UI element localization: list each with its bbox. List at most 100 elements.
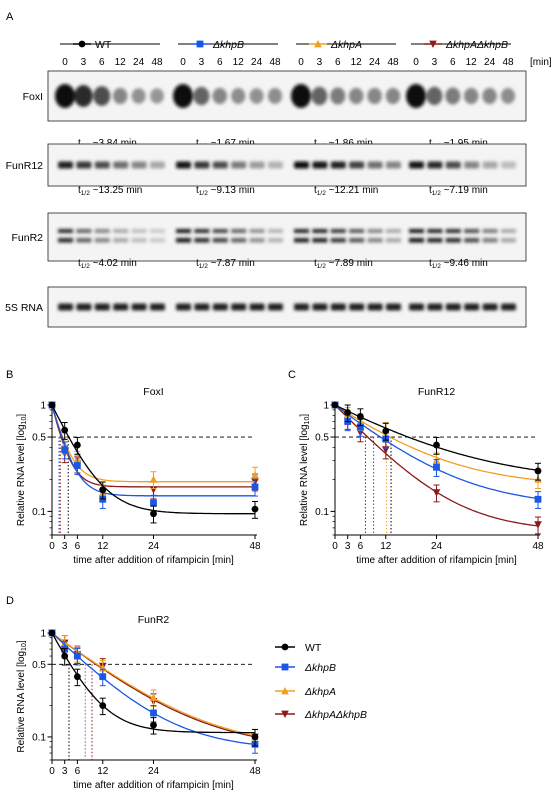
blot-band [212,303,228,311]
blot-band [94,238,110,243]
x-tick-label: 6 [358,541,364,552]
panel-label: B [6,369,13,381]
legend-marker [281,643,289,651]
blot-band [268,229,283,233]
blot-band [212,229,228,233]
timepoint-label: 6 [217,57,223,68]
blot-band [58,229,73,233]
data-point [356,423,364,431]
strain-name: ΔkhpA [330,39,362,51]
data-point [99,702,107,710]
timepoint-label: 6 [450,57,456,68]
strain-name: ΔkhpB [212,39,244,51]
blot-band [427,303,443,311]
y-tick-label: 0.1 [315,507,329,518]
blot-funr2: FunR2 t1/2 ~4.02 min t1/2 ~7.87 min t1/2 ~7… [11,212,527,270]
halflife-label: t1/2 ~13.25 min [78,185,142,197]
blot-band [194,238,210,243]
legend-item: WT [275,642,322,654]
blot-band [58,238,73,243]
blot-band [312,303,328,311]
blot-band [482,87,497,105]
blot-band [249,161,265,169]
blot-band [231,303,247,311]
blot-band [386,229,401,233]
data-point [150,510,157,518]
blot-funr12: FunR12 t1/2 ~13.25 min t1/2 ~9.13 min t1/2 … [6,143,527,197]
legend-label: ΔkhpB [304,662,336,674]
blot-band [113,303,129,311]
x-tick-label: 48 [249,541,261,552]
blot-band [94,161,110,169]
data-point [99,486,107,494]
strain-name: ΔkhpAΔkhpB [445,39,508,51]
strain-header: ΔkhpB [178,39,278,51]
blot-band [131,161,147,169]
blot-band [312,238,328,243]
data-point [61,426,69,434]
halflife-label: t1/2 ~9.46 min [429,258,488,270]
blot-band [294,303,309,311]
blot-band [445,303,461,311]
northern-blots: WT ΔkhpB ΔkhpA ΔkhpAΔkhpB 0 3 6 12 24 48 0 3 6 12 24 48… [5,39,552,328]
data-point [251,733,259,741]
panel-label-a: A [6,11,14,23]
data-point [251,505,259,513]
blot-band [386,161,401,169]
x-axis-label: time after addition of rifampicin [min] [73,555,234,566]
blot-band [367,161,383,169]
data-point [534,521,542,529]
timepoint-label: 3 [432,57,438,68]
data-point [150,499,157,507]
x-axis-label: time after addition of rifampicin [min] [356,555,517,566]
x-tick-label: 0 [49,766,55,777]
blot-band [173,84,193,108]
timepoint-label: 48 [502,57,514,68]
blot-name: 5S RNA [5,302,43,314]
blot-band [194,303,210,311]
legend-label: WT [305,642,322,654]
timepoint-label: 0 [180,57,186,68]
blot-band [427,229,443,233]
blot-name: FunR12 [6,160,44,172]
blot-band [311,86,328,106]
x-tick-label: 24 [148,541,160,552]
legend: WT ΔkhpB ΔkhpA ΔkhpAΔkhpB [275,642,367,721]
y-tick-label: 1 [323,401,329,412]
strain-name: WT [95,39,112,51]
legend-item: ΔkhpB [275,662,336,674]
blot-band [194,229,210,233]
blot-band [268,161,283,169]
blot-band [58,303,73,311]
blot-band [348,87,364,105]
timepoint-label: 12 [233,57,245,68]
blot-band [112,87,128,105]
blot-band [427,161,443,169]
data-point [73,652,81,660]
blot-band [367,87,382,105]
blot-band [176,303,191,311]
blot-band [176,161,191,169]
halflife-label: t1/2 ~7.89 min [314,258,373,270]
x-tick-label: 0 [49,541,55,552]
blot-band [482,303,498,311]
timepoint-label: 24 [369,57,381,68]
blot-band [150,303,165,311]
strain-header: ΔkhpAΔkhpB [411,39,511,51]
series-0 [48,401,259,524]
blot-band [294,229,309,233]
blot-band [482,229,498,233]
blot-band [267,88,283,104]
y-tick-label: 0.5 [32,433,46,444]
blot-band [212,161,228,169]
blot-band [150,229,165,233]
blot-band [94,303,110,311]
blot-band [330,303,346,311]
blot-band [55,84,75,108]
blot-band [150,88,164,104]
legend-marker [281,663,289,671]
x-tick-label: 3 [62,541,68,552]
blot-name: FunR2 [11,232,43,244]
y-tick-label: 1 [40,401,46,412]
